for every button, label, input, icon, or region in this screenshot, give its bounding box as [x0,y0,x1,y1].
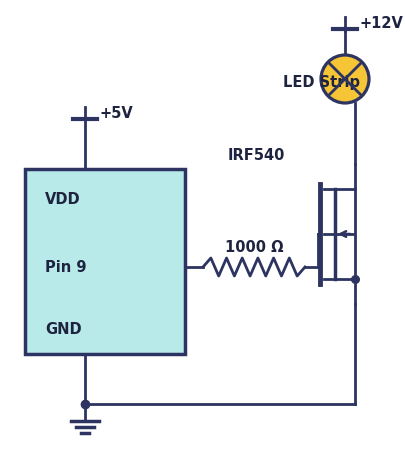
Text: GND: GND [45,322,81,337]
Text: 1000 Ω: 1000 Ω [224,240,283,255]
Text: IRF540: IRF540 [227,147,284,162]
Text: +12V: +12V [359,15,403,30]
Text: Pin 9: Pin 9 [45,260,86,275]
Text: +5V: +5V [100,105,133,120]
Text: LED Strip: LED Strip [282,74,359,89]
Circle shape [320,56,368,104]
Text: VDD: VDD [45,192,81,207]
Bar [25,170,185,354]
